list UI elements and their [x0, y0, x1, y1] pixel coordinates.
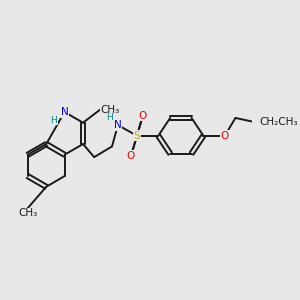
- Text: CH₃: CH₃: [18, 208, 37, 218]
- Text: O: O: [220, 131, 229, 141]
- Text: H: H: [50, 116, 57, 125]
- Text: O: O: [127, 151, 135, 161]
- Text: N: N: [114, 120, 122, 130]
- Text: N: N: [61, 107, 68, 117]
- Text: O: O: [139, 111, 147, 121]
- Text: CH₃: CH₃: [100, 105, 119, 115]
- Text: CH₂CH₃: CH₂CH₃: [259, 116, 298, 127]
- Text: H: H: [106, 113, 113, 122]
- Text: S: S: [134, 131, 140, 141]
